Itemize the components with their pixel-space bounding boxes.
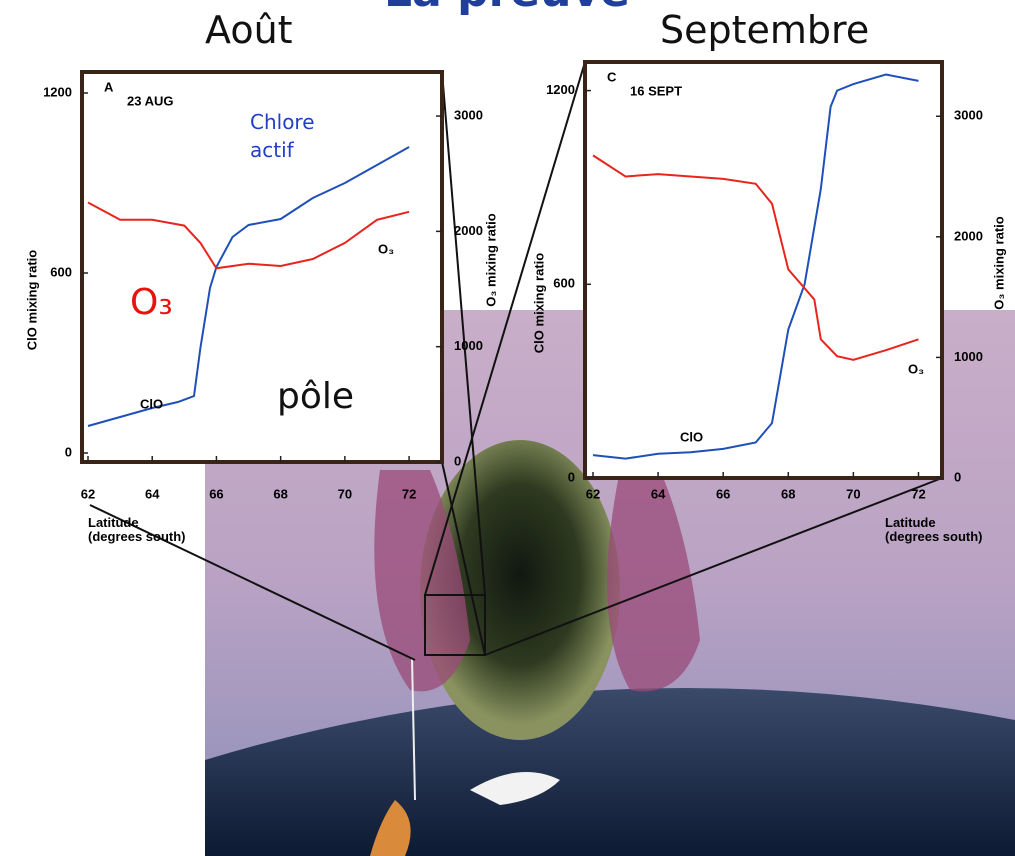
- panel-frame: [80, 70, 444, 464]
- y2-axis-label: O₃ mixing ratio: [991, 216, 1006, 309]
- annotation: Chlore actif: [250, 110, 315, 162]
- data-line: [592, 154, 919, 361]
- y2-tick-label: 0: [454, 453, 461, 468]
- panel-letter: C: [607, 69, 617, 84]
- y2-tick-label: 1000: [954, 349, 983, 364]
- panel: 62 64 66 68 70 72 0 600 1200 0 1000 2000 3000 ClO mix…: [531, 60, 1006, 501]
- y2-tick-label: 2000: [954, 228, 983, 243]
- data-line: [87, 201, 410, 270]
- x-tick-label: 64: [145, 486, 160, 501]
- x-tick-label: 70: [846, 486, 860, 501]
- x-tick-label: 66: [716, 486, 730, 501]
- y2-axis-label: O₃ mixing ratio: [483, 213, 498, 306]
- x-tick-label: 72: [402, 486, 416, 501]
- y-axis-label: ClO mixing ratio: [531, 253, 546, 353]
- x-axis-label: Latitude (degrees south): [885, 515, 983, 544]
- y-tick-label: 0: [65, 444, 72, 459]
- x-tick-label: 68: [273, 486, 287, 501]
- x-tick-label: 66: [209, 486, 223, 501]
- y2-tick-label: 3000: [954, 108, 983, 123]
- y-tick-label: 600: [553, 276, 575, 291]
- x-tick-label: 62: [586, 486, 600, 501]
- panel-letter: A: [104, 79, 114, 94]
- heading: Août: [205, 8, 293, 52]
- annotation: pôle: [277, 376, 355, 417]
- x-tick-label: 72: [911, 486, 925, 501]
- series-label: O₃: [908, 361, 924, 376]
- series-label: ClO: [680, 429, 703, 444]
- y-tick-label: 1200: [43, 84, 72, 99]
- x-tick-label: 68: [781, 486, 795, 501]
- y2-tick-label: 1000: [454, 338, 483, 353]
- y-tick-label: 1200: [546, 82, 575, 97]
- y-tick-label: 0: [568, 469, 575, 484]
- panel: 62 64 66 68 70 72 0 600 1200 0 1000 2000 3000 ClO mix…: [24, 70, 498, 501]
- panel-date: 23 AUG: [127, 93, 173, 108]
- x-axis-label: Latitude (degrees south): [88, 515, 186, 544]
- panel-date: 16 SEPT: [630, 83, 682, 98]
- x-tick-label: 70: [338, 486, 352, 501]
- y-axis-label: ClO mixing ratio: [24, 250, 39, 350]
- annotation: O₃: [130, 282, 173, 323]
- panel-frame: [583, 60, 944, 480]
- y-tick-label: 600: [50, 264, 72, 279]
- slide-title: La preuve: [384, 0, 630, 17]
- series-label: O₃: [378, 241, 394, 256]
- data-line: [592, 73, 919, 460]
- y2-tick-label: 0: [954, 469, 961, 484]
- x-tick-label: 64: [651, 486, 666, 501]
- series-label: ClO: [140, 396, 163, 411]
- x-tick-label: 62: [81, 486, 95, 501]
- heading: Septembre: [660, 8, 870, 52]
- y2-tick-label: 3000: [454, 107, 483, 122]
- y2-tick-label: 2000: [454, 223, 483, 238]
